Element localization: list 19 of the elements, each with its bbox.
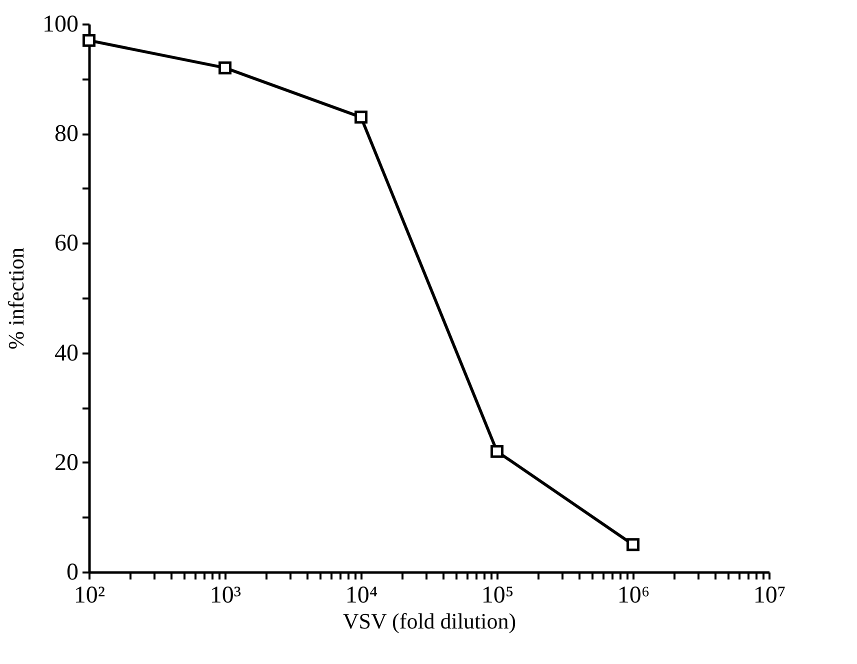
y-tick-label: 60 [54,230,78,257]
x-tick-label: 10⁶ [617,582,650,608]
point [490,444,504,458]
point [218,61,232,74]
y-tick-label: 80 [54,121,78,148]
x-tick-label: 10⁷ [753,582,786,608]
x-tick-label: 10⁴ [345,582,378,608]
point [354,110,368,124]
y-tick-label: 40 [54,340,78,366]
point [626,538,640,552]
x-tick-label: 10⁵ [481,582,514,608]
x-tick-label: 10² [74,582,106,608]
y-tick-label: 20 [54,450,78,476]
y-axis-title: % infection [4,247,28,350]
y-tick-label: 0 [66,560,78,586]
x-tick-label: 10³ [210,582,242,608]
point [82,34,96,47]
y-tick-label: 100 [42,12,78,38]
x-axis-title: VSV (fold dilution) [342,608,516,634]
